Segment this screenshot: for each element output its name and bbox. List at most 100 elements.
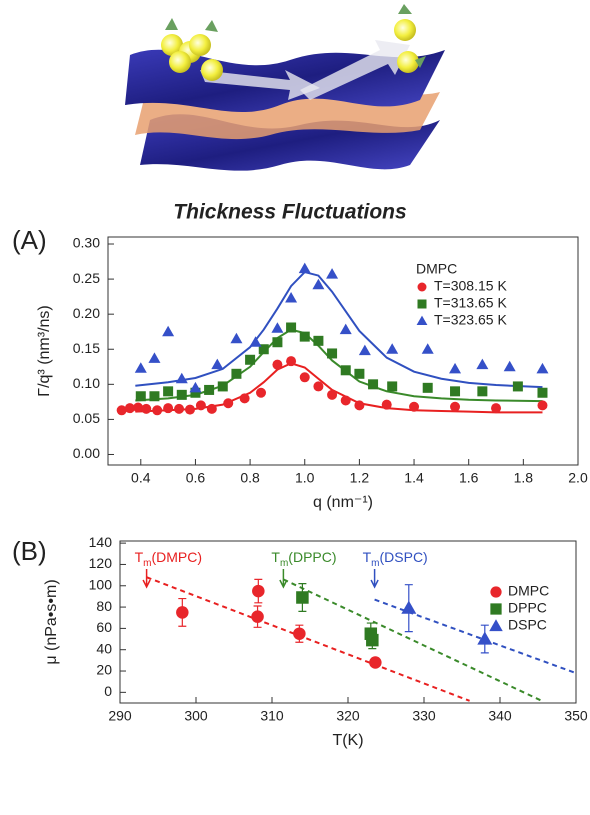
legend-marker — [490, 603, 502, 615]
annotation-part: T — [135, 549, 144, 565]
x-tick-label: 300 — [184, 708, 208, 724]
data-point — [162, 325, 175, 337]
data-point — [299, 372, 310, 383]
data-point — [272, 359, 283, 370]
data-point — [176, 606, 189, 619]
data-point — [326, 268, 339, 279]
y-tick-label: 0.30 — [73, 235, 100, 251]
data-point — [293, 627, 306, 640]
legend-marker — [416, 315, 428, 326]
x-tick-label: 310 — [260, 708, 284, 724]
data-point — [195, 400, 206, 411]
data-point — [251, 610, 264, 623]
data-point — [327, 348, 338, 359]
data-point — [312, 278, 325, 290]
data-point — [272, 337, 283, 348]
data-point — [211, 358, 224, 370]
data-point — [476, 358, 489, 370]
data-point — [296, 591, 309, 604]
y-tick-label: 0.25 — [73, 270, 100, 286]
data-point — [134, 362, 147, 373]
data-point — [230, 332, 243, 344]
data-point — [271, 322, 284, 333]
legend-label: DSPC — [508, 617, 547, 633]
x-tick-label: 1.8 — [514, 470, 534, 486]
data-point — [286, 322, 297, 333]
annotation-part: (DPPC) — [288, 549, 336, 565]
data-point — [354, 368, 365, 379]
data-point — [286, 356, 297, 367]
data-point — [386, 343, 399, 354]
y-tick-label: 140 — [89, 534, 113, 550]
data-point — [339, 323, 352, 335]
data-point — [141, 403, 152, 414]
y-tick-label: 20 — [96, 662, 112, 678]
legend-marker — [417, 299, 427, 309]
data-point — [184, 404, 195, 415]
annotation-arrow — [370, 569, 379, 589]
x-tick-label: 340 — [488, 708, 512, 724]
y-tick-label: 80 — [96, 598, 112, 614]
legend-label: T=313.65 K — [434, 295, 507, 311]
data-point — [163, 403, 174, 414]
annotation-arrow — [142, 569, 151, 589]
data-point — [189, 381, 202, 393]
data-point — [491, 403, 502, 414]
chart-title: Thickness Fluctuations — [173, 201, 406, 224]
y-tick-label: 60 — [96, 619, 112, 635]
legend-label: T=323.65 K — [434, 312, 507, 328]
panel-label: (B) — [12, 536, 47, 566]
data-point — [503, 360, 516, 372]
y-tick-label: 40 — [96, 640, 112, 656]
data-point — [381, 399, 392, 410]
x-tick-label: 320 — [336, 708, 360, 724]
x-tick-label: 1.0 — [295, 470, 315, 486]
data-point — [450, 386, 461, 397]
annotation: Tm(DPPC) — [271, 549, 336, 569]
annotation-part: m — [371, 558, 379, 569]
annotation-part: m — [143, 558, 151, 569]
legend-label: DMPC — [508, 583, 549, 599]
legend-label: DPPC — [508, 600, 547, 616]
data-point — [369, 656, 382, 669]
y-tick-label: 0.10 — [73, 375, 100, 391]
data-point — [231, 368, 242, 379]
data-point — [133, 402, 144, 413]
data-point — [135, 391, 146, 402]
y-tick-label: 120 — [89, 555, 113, 571]
fit-line — [282, 578, 543, 702]
x-tick-label: 1.6 — [459, 470, 479, 486]
data-point — [368, 379, 379, 390]
data-point — [149, 391, 160, 402]
data-point — [477, 386, 488, 397]
x-tick-label: 350 — [564, 708, 588, 724]
annotation-part: T — [363, 549, 372, 565]
data-point — [204, 384, 215, 395]
annotation-arrow — [279, 569, 288, 589]
y-axis-label: Γ/q³ (nm³/ns) — [36, 305, 53, 396]
y-tick-label: 0.15 — [73, 340, 100, 356]
annotation-part: m — [280, 558, 288, 569]
annotation-part: (DSPC) — [380, 549, 428, 565]
x-tick-label: 1.4 — [404, 470, 424, 486]
data-point — [256, 387, 267, 398]
data-point — [512, 381, 523, 392]
data-point — [422, 382, 433, 393]
data-point — [124, 403, 135, 414]
data-point — [245, 354, 256, 365]
annotation: Tm(DMPC) — [135, 549, 202, 569]
data-point — [249, 336, 262, 347]
data-point — [537, 387, 548, 398]
x-axis-label: q (nm⁻¹) — [313, 494, 373, 511]
legend-marker — [417, 282, 427, 292]
x-tick-label: 330 — [412, 708, 436, 724]
plot-frame — [107, 236, 579, 466]
x-tick-label: 0.6 — [186, 470, 206, 486]
legend-marker — [489, 619, 503, 632]
data-point — [258, 344, 269, 355]
y-tick-label: 0.20 — [73, 305, 100, 321]
data-point — [175, 372, 188, 384]
x-tick-label: 0.4 — [131, 470, 151, 486]
data-point — [340, 395, 351, 406]
data-point — [450, 401, 461, 412]
